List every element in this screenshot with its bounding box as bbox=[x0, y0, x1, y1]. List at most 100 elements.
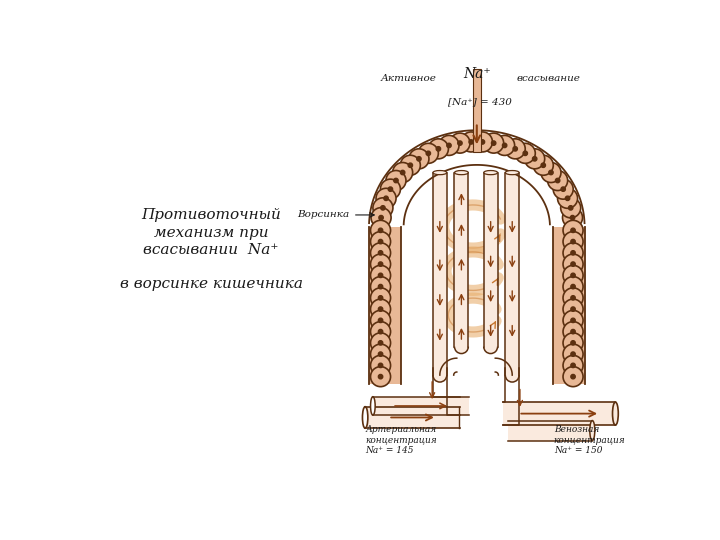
Circle shape bbox=[378, 228, 383, 233]
Text: всасывание: всасывание bbox=[517, 74, 581, 83]
Circle shape bbox=[373, 198, 393, 218]
Circle shape bbox=[371, 232, 390, 252]
Circle shape bbox=[371, 254, 390, 274]
Circle shape bbox=[458, 141, 462, 145]
Circle shape bbox=[480, 140, 485, 144]
Wedge shape bbox=[484, 347, 498, 354]
Wedge shape bbox=[505, 375, 519, 382]
Circle shape bbox=[563, 254, 583, 274]
Bar bbox=[365, 407, 460, 428]
Circle shape bbox=[523, 151, 528, 156]
Circle shape bbox=[563, 333, 583, 353]
Circle shape bbox=[571, 374, 575, 379]
Circle shape bbox=[563, 310, 583, 330]
Circle shape bbox=[428, 139, 449, 159]
Circle shape bbox=[563, 322, 583, 342]
Circle shape bbox=[378, 262, 383, 266]
Circle shape bbox=[371, 288, 390, 308]
Circle shape bbox=[472, 132, 492, 152]
Circle shape bbox=[417, 157, 421, 161]
Text: Активное: Активное bbox=[381, 74, 437, 83]
Circle shape bbox=[376, 188, 396, 208]
Text: Артериальная
концентрация
Na⁺ = 145: Артериальная концентрация Na⁺ = 145 bbox=[365, 425, 437, 455]
Circle shape bbox=[378, 329, 383, 334]
Circle shape bbox=[378, 374, 383, 379]
Text: Противоточный: Противоточный bbox=[141, 208, 281, 222]
Ellipse shape bbox=[454, 171, 468, 174]
Circle shape bbox=[371, 344, 390, 364]
Wedge shape bbox=[433, 375, 447, 382]
Circle shape bbox=[371, 220, 390, 240]
Circle shape bbox=[571, 273, 575, 278]
Circle shape bbox=[394, 178, 398, 183]
Circle shape bbox=[378, 318, 383, 322]
Circle shape bbox=[378, 285, 383, 289]
Circle shape bbox=[571, 341, 575, 345]
Circle shape bbox=[436, 147, 441, 151]
Circle shape bbox=[388, 187, 392, 191]
Bar bbox=[433, 173, 447, 375]
Circle shape bbox=[570, 215, 575, 220]
Circle shape bbox=[400, 155, 420, 176]
Circle shape bbox=[563, 288, 583, 308]
Ellipse shape bbox=[505, 171, 519, 174]
Circle shape bbox=[380, 179, 400, 199]
Circle shape bbox=[371, 243, 390, 263]
Bar bbox=[505, 173, 519, 375]
Circle shape bbox=[571, 296, 575, 300]
Ellipse shape bbox=[433, 171, 447, 174]
Wedge shape bbox=[454, 347, 468, 354]
Circle shape bbox=[371, 310, 390, 330]
Circle shape bbox=[371, 276, 390, 296]
Circle shape bbox=[563, 232, 583, 252]
Circle shape bbox=[571, 363, 575, 368]
Circle shape bbox=[384, 196, 388, 200]
Circle shape bbox=[378, 296, 383, 300]
Circle shape bbox=[563, 299, 583, 319]
Circle shape bbox=[513, 147, 518, 151]
Circle shape bbox=[447, 143, 451, 147]
Circle shape bbox=[426, 151, 431, 156]
Ellipse shape bbox=[371, 397, 375, 415]
Circle shape bbox=[461, 132, 481, 152]
Text: механизм при: механизм при bbox=[154, 226, 269, 240]
Circle shape bbox=[439, 136, 459, 156]
Circle shape bbox=[557, 188, 577, 208]
Circle shape bbox=[386, 171, 406, 191]
Text: Венозная
концентрация
Na⁺ = 150: Венозная концентрация Na⁺ = 150 bbox=[554, 425, 626, 455]
Circle shape bbox=[563, 344, 583, 364]
Bar bbox=[484, 173, 498, 347]
Circle shape bbox=[378, 239, 383, 244]
Bar bbox=[508, 421, 593, 441]
Circle shape bbox=[378, 341, 383, 345]
Circle shape bbox=[553, 179, 573, 199]
Bar bbox=[369, 226, 400, 384]
Bar bbox=[503, 402, 616, 425]
Circle shape bbox=[505, 139, 525, 159]
Circle shape bbox=[555, 178, 560, 183]
Circle shape bbox=[563, 367, 583, 387]
Bar bbox=[472, 69, 481, 152]
Circle shape bbox=[525, 149, 545, 169]
Circle shape bbox=[409, 149, 429, 169]
Circle shape bbox=[541, 163, 546, 167]
Text: в ворсинке кишечника: в ворсинке кишечника bbox=[120, 277, 302, 291]
Ellipse shape bbox=[590, 421, 595, 441]
Circle shape bbox=[571, 251, 575, 255]
Ellipse shape bbox=[613, 402, 618, 425]
Circle shape bbox=[563, 265, 583, 285]
Circle shape bbox=[561, 187, 565, 191]
Circle shape bbox=[371, 322, 390, 342]
Circle shape bbox=[378, 307, 383, 312]
Circle shape bbox=[371, 367, 390, 387]
Circle shape bbox=[379, 215, 383, 220]
Circle shape bbox=[563, 243, 583, 263]
Circle shape bbox=[549, 170, 553, 175]
Circle shape bbox=[565, 196, 570, 200]
Text: [Na⁺] = 430: [Na⁺] = 430 bbox=[448, 97, 511, 106]
Circle shape bbox=[408, 163, 413, 167]
Circle shape bbox=[562, 208, 582, 228]
Circle shape bbox=[450, 133, 470, 153]
Circle shape bbox=[571, 352, 575, 356]
Circle shape bbox=[541, 163, 561, 183]
